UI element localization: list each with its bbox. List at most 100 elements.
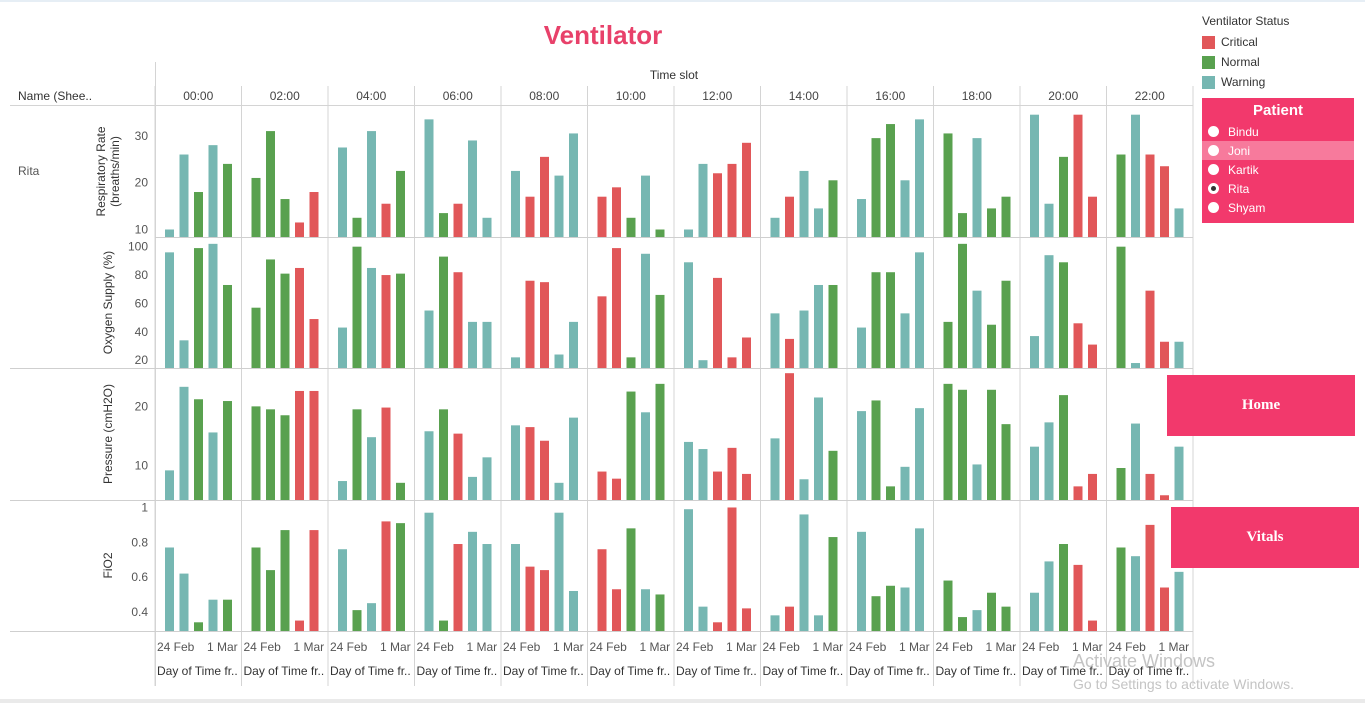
bar (612, 478, 621, 500)
x-axis-title: Day of Time fr.. (244, 664, 325, 678)
bar (828, 284, 838, 368)
bar (1044, 255, 1054, 368)
bar (540, 440, 549, 500)
ventilator-chart: Time slot Name (Shee.. Rita 00:00 02:00 04:00… (10, 62, 1194, 686)
y-tick-label: 10 (135, 459, 149, 473)
y-tick-label: 80 (135, 268, 149, 282)
radio-icon[interactable] (1208, 164, 1219, 175)
radio-selected-icon[interactable] (1208, 183, 1219, 194)
bar (1174, 208, 1184, 237)
x-tick-label: 24 Feb (590, 640, 628, 654)
bar (799, 310, 809, 368)
column-header-label: Time slot (650, 68, 699, 82)
bar (424, 431, 434, 500)
bar (194, 399, 203, 500)
bar (179, 573, 189, 631)
bar (309, 390, 319, 500)
bar (987, 389, 996, 500)
bar (511, 357, 520, 368)
bar (165, 470, 174, 500)
bar (554, 512, 564, 631)
bar (482, 544, 492, 631)
bar (900, 180, 910, 237)
bar (871, 272, 881, 368)
x-tick-label: 24 Feb (157, 640, 195, 654)
x-tick-label: 1 Mar (986, 640, 1017, 654)
bar (1030, 592, 1039, 631)
bar (943, 383, 953, 500)
bar (1160, 166, 1169, 237)
bar (713, 622, 722, 631)
bar (742, 142, 751, 237)
radio-icon[interactable] (1208, 145, 1219, 156)
patient-option-joni[interactable]: Joni (1202, 141, 1354, 160)
bar (338, 147, 347, 237)
bar (367, 267, 376, 368)
bar (857, 199, 866, 237)
x-tick-label: 24 Feb (244, 640, 282, 654)
status-legend: Ventilator Status Critical Normal Warnin… (1202, 14, 1289, 92)
bar (569, 133, 578, 237)
bar (1059, 262, 1068, 368)
bar (1001, 424, 1011, 500)
x-tick-label: 24 Feb (849, 640, 887, 654)
y-axis-title: Oxygen Supply (%) (101, 251, 115, 354)
bar (799, 479, 809, 500)
bar (987, 208, 996, 237)
bar (540, 156, 549, 237)
bar (396, 523, 405, 631)
legend-item-warning[interactable]: Warning (1202, 72, 1289, 92)
y-tick-label: 0.4 (131, 605, 148, 619)
bar (684, 262, 693, 368)
patient-option-rita[interactable]: Rita (1202, 179, 1354, 198)
radio-icon[interactable] (1208, 202, 1219, 213)
y-axis-title: Respiratory Rate (94, 126, 108, 216)
radio-icon[interactable] (1208, 126, 1219, 137)
bar (280, 415, 290, 500)
bar (1001, 196, 1011, 237)
home-button[interactable]: Home (1167, 375, 1355, 436)
bar (958, 213, 967, 237)
bar (1030, 114, 1039, 237)
bar (295, 267, 304, 368)
bar (1174, 446, 1184, 500)
y-tick-label: 40 (135, 325, 149, 339)
bar (1088, 473, 1097, 500)
patient-option-kartik[interactable]: Kartik (1202, 160, 1354, 179)
bar (1088, 620, 1097, 631)
bar (1088, 196, 1097, 237)
bar (814, 397, 823, 500)
x-axis-title: Day of Time fr.. (417, 664, 498, 678)
x-tick-label: 1 Mar (1159, 640, 1190, 654)
x-tick-label: 24 Feb (1109, 640, 1147, 654)
x-tick-label: 24 Feb (763, 640, 801, 654)
patient-option-shyam[interactable]: Shyam (1202, 198, 1354, 217)
y-tick-label: 0.6 (131, 570, 148, 584)
bar (540, 570, 549, 631)
x-tick-label: 24 Feb (417, 640, 455, 654)
bar (338, 481, 347, 500)
y-tick-label: 20 (135, 399, 149, 413)
bar (828, 180, 838, 237)
bar (352, 217, 362, 237)
bar (626, 528, 636, 631)
vitals-button[interactable]: Vitals (1171, 507, 1359, 568)
bar (396, 482, 405, 500)
bar (424, 512, 434, 631)
bar (943, 133, 953, 237)
bar (597, 549, 607, 631)
bar (1001, 280, 1011, 368)
bar (367, 603, 376, 631)
bar (1160, 341, 1169, 368)
bar (1116, 246, 1126, 368)
patient-option-bindu[interactable]: Bindu (1202, 122, 1354, 141)
bar (727, 507, 737, 631)
time-slot-label: 08:00 (529, 89, 559, 103)
legend-item-critical[interactable]: Critical (1202, 32, 1289, 52)
legend-item-normal[interactable]: Normal (1202, 52, 1289, 72)
y-tick-label: 0.8 (131, 535, 148, 549)
bar (468, 321, 477, 368)
bar (453, 544, 463, 631)
legend-swatch-warning (1202, 75, 1215, 89)
bar (381, 203, 391, 237)
